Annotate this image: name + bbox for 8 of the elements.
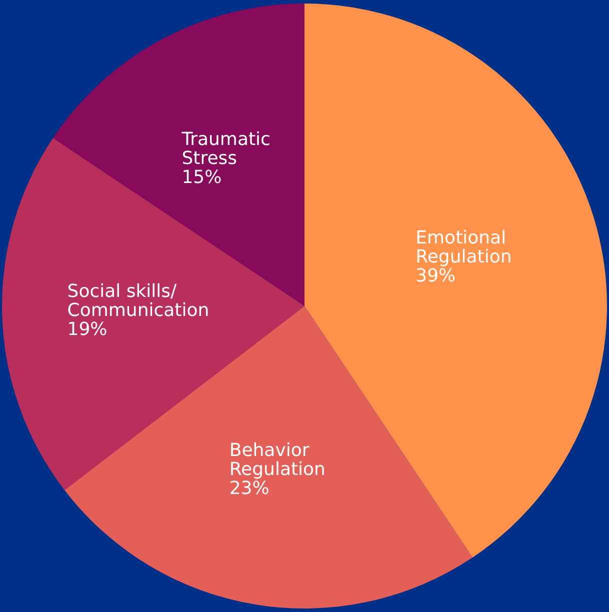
- data-label: 39%: [416, 265, 456, 286]
- slice-label: Traumatic Stress: [180, 128, 270, 169]
- slice-label: Behavior Regulation: [229, 440, 326, 480]
- data-label: 15%: [182, 166, 222, 188]
- slice-label: Emotional Regulation: [416, 227, 512, 268]
- data-label: 19%: [67, 319, 108, 340]
- slice-label: Social skills/ Communication: [67, 281, 210, 322]
- data-label: 23%: [229, 478, 270, 499]
